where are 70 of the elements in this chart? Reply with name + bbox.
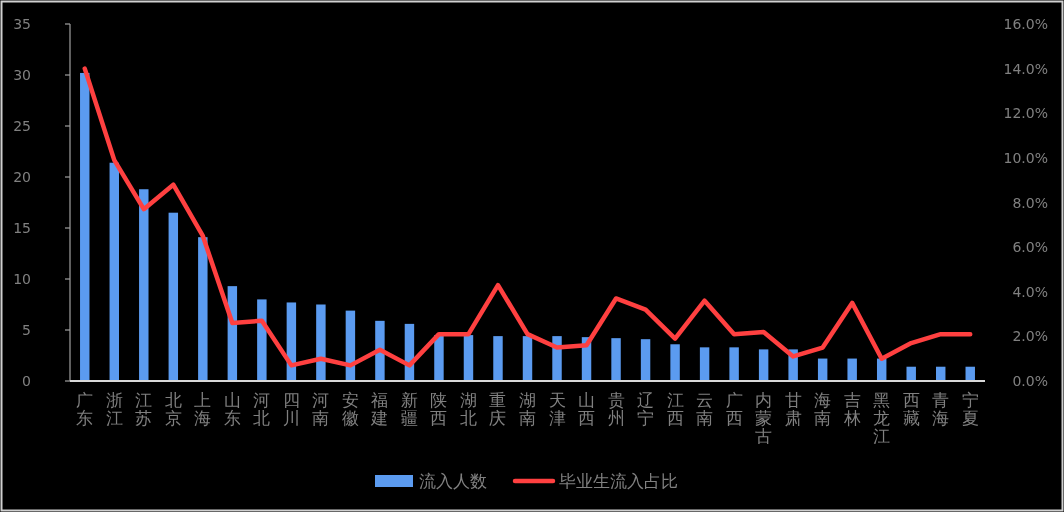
x-tick-label: 陕西 xyxy=(430,390,448,428)
bar xyxy=(139,189,149,381)
x-tick-label: 四川 xyxy=(282,390,300,428)
x-tick-label: 江苏 xyxy=(135,390,153,428)
x-tick-label: 云南 xyxy=(696,390,714,428)
x-tick-label: 黑龙江 xyxy=(873,390,891,446)
legend-label: 毕业生流入占比 xyxy=(559,471,678,491)
y-tick-label: 5 xyxy=(22,322,31,338)
x-tick-label: 山东 xyxy=(223,390,241,428)
x-tick-label: 湖南 xyxy=(519,390,536,428)
bar xyxy=(758,349,769,381)
y2-tick-label: 12.0% xyxy=(1003,105,1048,122)
bar xyxy=(434,335,444,381)
y2-tick-label: 8.0% xyxy=(1012,194,1048,211)
y-tick-label: 0 xyxy=(22,373,31,389)
bar xyxy=(493,336,503,381)
x-tick-label: 广西 xyxy=(725,390,743,428)
x-tick-label: 吉林 xyxy=(842,390,861,428)
y2-tick-label: 6.0% xyxy=(1012,239,1048,256)
bar xyxy=(257,299,267,381)
x-tick-label: 内蒙古 xyxy=(755,390,773,446)
y-tick-label: 30 xyxy=(13,67,31,83)
x-tick-label: 浙江 xyxy=(105,390,123,428)
x-tick-label: 福建 xyxy=(370,390,389,428)
bar xyxy=(640,339,651,381)
y-tick-label: 10 xyxy=(13,271,31,287)
bar xyxy=(522,336,533,381)
y2-tick-label: 16.0% xyxy=(1003,16,1048,32)
y2-tick-label: 14.0% xyxy=(1003,60,1048,77)
bar xyxy=(463,335,474,381)
y-tick-label: 35 xyxy=(13,16,31,32)
x-tick-label: 辽宁 xyxy=(637,390,655,428)
y-tick-label: 20 xyxy=(13,169,31,185)
x-tick-label: 天津 xyxy=(548,390,566,428)
bar xyxy=(906,366,916,381)
bar xyxy=(316,304,326,381)
bar xyxy=(611,338,621,381)
x-tick-label: 湖北 xyxy=(459,390,477,428)
y2-tick-label: 10.0% xyxy=(1003,149,1048,166)
x-tick-label: 山西 xyxy=(578,390,596,428)
y2-tick-label: 2.0% xyxy=(1012,328,1048,345)
bar xyxy=(847,358,857,381)
x-tick-label: 广东 xyxy=(76,390,94,428)
bar xyxy=(670,344,680,381)
y2-tick-label: 0.0% xyxy=(1012,373,1048,389)
bar xyxy=(699,347,710,381)
y-tick-label: 15 xyxy=(13,220,31,236)
bar xyxy=(729,347,739,381)
legend-label: 流入人数 xyxy=(419,471,487,491)
x-tick-label: 安徽 xyxy=(341,390,359,428)
x-tick-label: 北京 xyxy=(164,390,182,428)
x-tick-label: 甘肃 xyxy=(784,390,802,428)
x-tick-label: 青海 xyxy=(932,390,950,428)
x-tick-label: 上海 xyxy=(194,390,212,428)
x-tick-label: 重庆 xyxy=(489,390,507,428)
y-tick-label: 25 xyxy=(13,118,31,134)
bar xyxy=(375,320,385,381)
x-tick-label: 河南 xyxy=(312,390,330,428)
x-tick-label: 新疆 xyxy=(400,390,418,428)
x-tick-label: 贵州 xyxy=(607,390,625,428)
y2-tick-label: 4.0% xyxy=(1012,283,1048,300)
bar xyxy=(80,72,90,381)
x-tick-label: 海南 xyxy=(814,390,832,428)
x-tick-label: 西藏 xyxy=(902,390,920,428)
x-tick-label: 河北 xyxy=(253,390,271,428)
bar xyxy=(168,212,179,381)
x-tick-label: 宁夏 xyxy=(961,390,979,428)
bar xyxy=(109,162,119,381)
bar xyxy=(198,237,208,381)
x-tick-label: 江西 xyxy=(666,390,684,428)
